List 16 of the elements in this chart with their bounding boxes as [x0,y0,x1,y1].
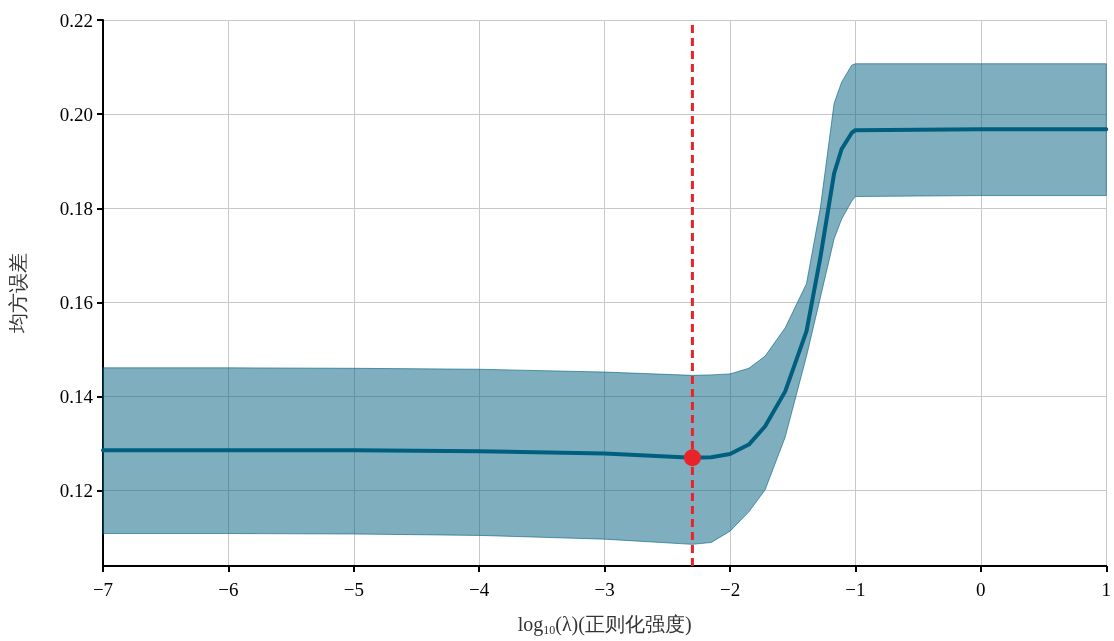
x-tick-label: −5 [343,579,364,600]
y-axis-title: 均方误差 [7,253,29,334]
y-tick-label: 0.12 [59,480,93,502]
x-tick-label: −1 [845,579,866,600]
y-tick-label: 0.20 [59,103,93,125]
x-tick-label: −7 [92,579,114,600]
x-tick-label: −6 [218,579,239,600]
y-tick-label: 0.18 [59,197,93,219]
x-tick-label: −2 [719,579,741,600]
x-tick-label: −3 [594,579,615,600]
x-tick-label: 1 [1101,579,1111,600]
x-tick-label: 0 [976,579,986,600]
x-tick-label: −4 [469,579,490,600]
y-tick-label: 0.22 [59,9,93,31]
y-tick-label: 0.16 [59,291,93,313]
y-tick-label: 0.14 [59,386,94,408]
